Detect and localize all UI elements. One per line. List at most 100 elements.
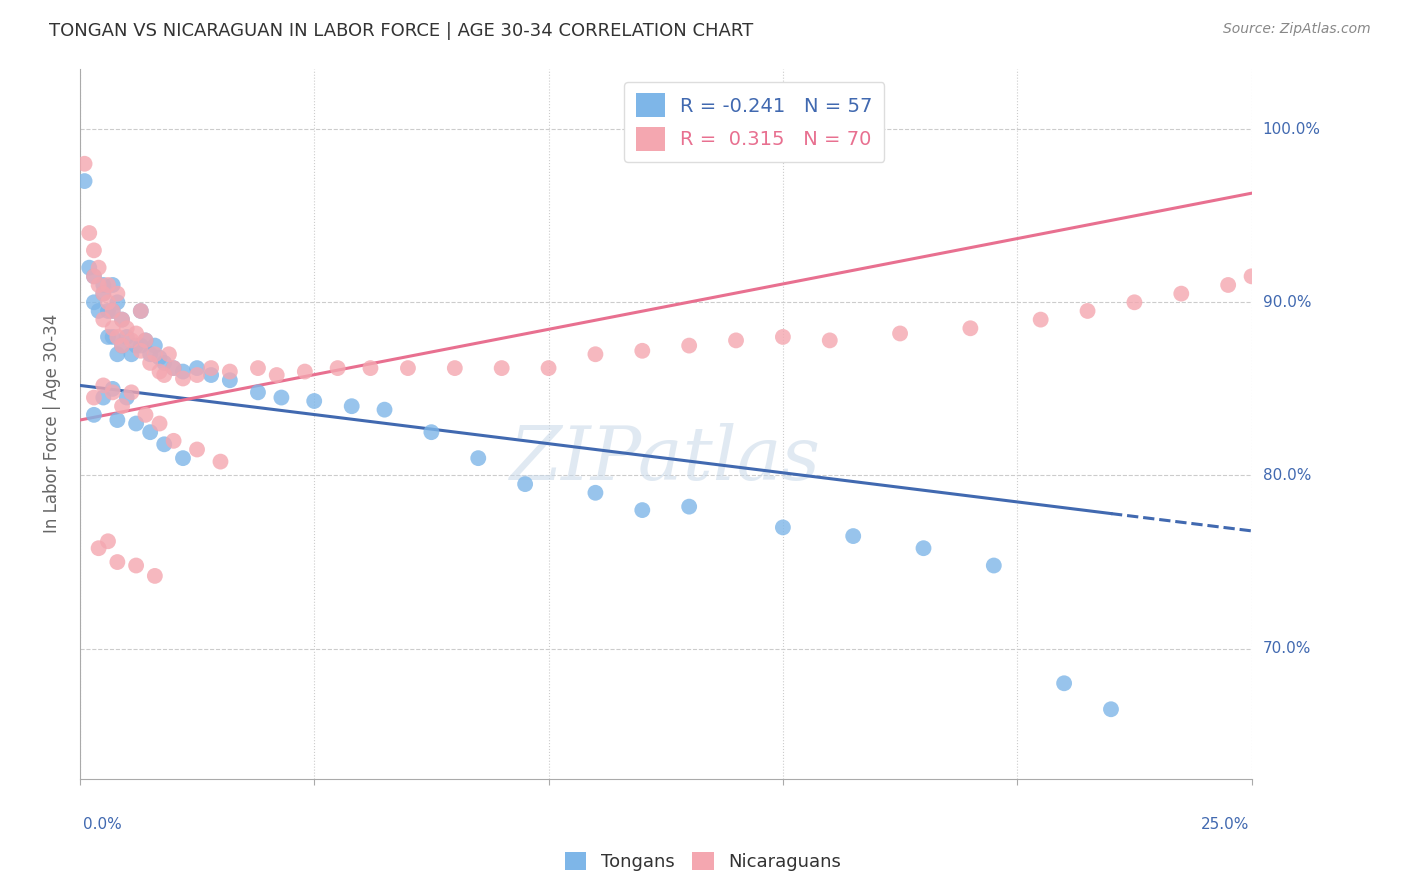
Point bbox=[97, 330, 120, 344]
Point bbox=[294, 365, 316, 379]
Point bbox=[139, 347, 162, 361]
Point bbox=[105, 295, 128, 310]
Point bbox=[153, 356, 176, 370]
Point bbox=[125, 326, 148, 341]
Point bbox=[101, 277, 124, 292]
Point bbox=[537, 361, 560, 376]
Point bbox=[143, 569, 166, 583]
Point bbox=[125, 338, 148, 352]
Point bbox=[1170, 286, 1192, 301]
Point bbox=[97, 277, 120, 292]
Point bbox=[678, 500, 700, 514]
Point bbox=[678, 338, 700, 352]
Point bbox=[153, 368, 176, 382]
Point bbox=[153, 437, 176, 451]
Text: 0.0%: 0.0% bbox=[83, 817, 121, 832]
Point bbox=[583, 485, 606, 500]
Point bbox=[172, 371, 194, 385]
Point bbox=[134, 408, 156, 422]
Point bbox=[218, 373, 240, 387]
Point bbox=[631, 343, 654, 358]
Point bbox=[959, 321, 981, 335]
Point bbox=[101, 304, 124, 318]
Point bbox=[912, 541, 935, 556]
Point bbox=[270, 391, 292, 405]
Point bbox=[115, 391, 138, 405]
Point bbox=[101, 385, 124, 400]
Point bbox=[889, 326, 911, 341]
Point bbox=[97, 534, 120, 549]
Point bbox=[111, 338, 134, 352]
Point bbox=[83, 269, 105, 284]
Point bbox=[83, 295, 105, 310]
Point bbox=[443, 361, 465, 376]
Point bbox=[200, 361, 222, 376]
Point bbox=[91, 277, 114, 292]
Point bbox=[1053, 676, 1076, 690]
Point bbox=[134, 334, 156, 348]
Text: 25.0%: 25.0% bbox=[1201, 817, 1249, 832]
Point bbox=[91, 286, 114, 301]
Point bbox=[302, 394, 325, 409]
Point bbox=[87, 277, 110, 292]
Point bbox=[101, 382, 124, 396]
Point bbox=[266, 368, 288, 382]
Point bbox=[209, 455, 232, 469]
Point bbox=[87, 304, 110, 318]
Point bbox=[162, 361, 184, 376]
Point bbox=[218, 365, 240, 379]
Point bbox=[77, 226, 100, 240]
Text: 70.0%: 70.0% bbox=[1263, 641, 1310, 657]
Point bbox=[83, 408, 105, 422]
Point bbox=[1240, 269, 1263, 284]
Point bbox=[129, 304, 152, 318]
Point bbox=[172, 451, 194, 466]
Point bbox=[97, 304, 120, 318]
Point bbox=[148, 417, 170, 431]
Text: 100.0%: 100.0% bbox=[1263, 121, 1320, 136]
Point bbox=[186, 368, 208, 382]
Point bbox=[157, 347, 180, 361]
Point bbox=[186, 442, 208, 457]
Point bbox=[818, 334, 841, 348]
Point bbox=[97, 295, 120, 310]
Y-axis label: In Labor Force | Age 30-34: In Labor Force | Age 30-34 bbox=[44, 314, 60, 533]
Point bbox=[83, 269, 105, 284]
Point bbox=[186, 361, 208, 376]
Point bbox=[143, 347, 166, 361]
Legend: Tongans, Nicaraguans: Tongans, Nicaraguans bbox=[557, 845, 849, 879]
Point bbox=[420, 425, 443, 439]
Text: ZIPatlas: ZIPatlas bbox=[510, 423, 821, 495]
Point bbox=[172, 365, 194, 379]
Point bbox=[134, 334, 156, 348]
Point bbox=[83, 244, 105, 258]
Point bbox=[73, 174, 96, 188]
Point bbox=[105, 286, 128, 301]
Point bbox=[91, 286, 114, 301]
Point bbox=[162, 434, 184, 448]
Point bbox=[246, 385, 269, 400]
Point bbox=[120, 347, 142, 361]
Point bbox=[129, 343, 152, 358]
Point bbox=[491, 361, 513, 376]
Point bbox=[101, 321, 124, 335]
Point bbox=[359, 361, 381, 376]
Point bbox=[83, 391, 105, 405]
Point bbox=[148, 351, 170, 365]
Point bbox=[1218, 277, 1240, 292]
Point bbox=[246, 361, 269, 376]
Point bbox=[143, 338, 166, 352]
Point bbox=[105, 555, 128, 569]
Point bbox=[111, 399, 134, 413]
Text: TONGAN VS NICARAGUAN IN LABOR FORCE | AGE 30-34 CORRELATION CHART: TONGAN VS NICARAGUAN IN LABOR FORCE | AG… bbox=[49, 22, 754, 40]
Point bbox=[583, 347, 606, 361]
Point bbox=[105, 347, 128, 361]
Point bbox=[101, 304, 124, 318]
Point bbox=[373, 402, 395, 417]
Point bbox=[340, 399, 363, 413]
Point bbox=[129, 304, 152, 318]
Point bbox=[120, 385, 142, 400]
Point bbox=[125, 417, 148, 431]
Text: 90.0%: 90.0% bbox=[1263, 294, 1312, 310]
Point bbox=[467, 451, 489, 466]
